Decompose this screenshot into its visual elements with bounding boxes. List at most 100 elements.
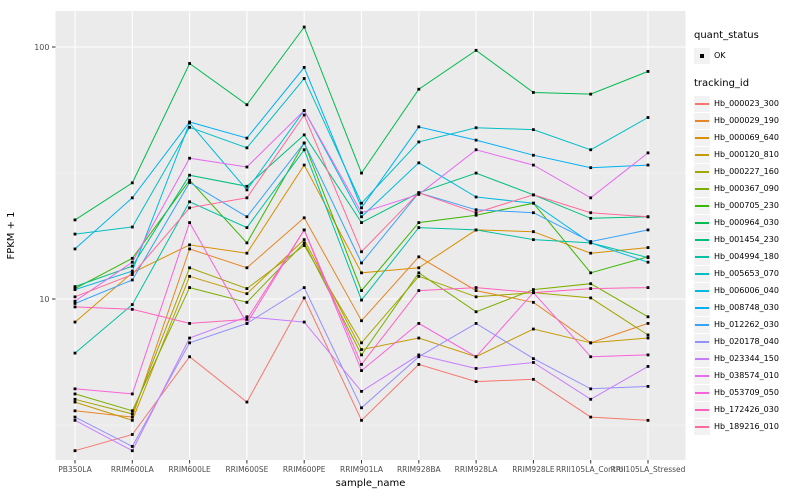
data-point <box>532 230 535 234</box>
data-point <box>188 156 191 160</box>
data-point <box>646 260 650 264</box>
data-point <box>532 327 535 331</box>
data-point <box>73 418 77 422</box>
data-point <box>589 387 593 391</box>
legend-key <box>694 214 710 231</box>
data-point <box>589 166 593 170</box>
legend-key <box>694 299 710 316</box>
legend-label: Hb_004994_180 <box>714 252 779 261</box>
data-point <box>188 221 191 224</box>
legend-label: Hb_189216_010 <box>714 422 779 431</box>
data-point <box>73 218 77 222</box>
data-point <box>73 400 77 404</box>
legend-title-tracking-id: tracking_id <box>694 78 750 89</box>
data-point <box>188 286 191 289</box>
x-tick-label: RRIM600PE <box>283 465 326 474</box>
data-point <box>73 415 77 419</box>
data-point <box>188 200 191 204</box>
legend-item-tracking-id: Hb_005653_070 <box>694 265 798 282</box>
data-point <box>302 148 306 152</box>
data-point <box>474 208 478 212</box>
data-point <box>417 289 421 292</box>
legend-item-tracking-id: Hb_001454_230 <box>694 231 798 248</box>
data-point <box>188 322 191 325</box>
data-point <box>302 286 306 289</box>
data-point <box>417 226 421 230</box>
data-point <box>589 251 593 255</box>
data-point <box>532 288 535 291</box>
data-point <box>360 201 363 205</box>
data-point <box>360 221 363 224</box>
line-swatch-icon <box>695 408 709 411</box>
data-point <box>360 369 363 372</box>
data-point <box>589 415 593 419</box>
data-point <box>646 151 650 155</box>
data-point <box>73 232 77 236</box>
legend-key <box>694 350 710 367</box>
x-tick-label: RRII105LA_Control <box>556 465 626 474</box>
data-point <box>417 266 421 270</box>
legend-label: Hb_038574_010 <box>714 371 779 380</box>
data-point <box>360 341 363 345</box>
data-point <box>302 163 306 167</box>
legend-key <box>694 248 710 265</box>
data-point <box>646 322 650 325</box>
data-point <box>188 247 191 251</box>
data-point <box>73 285 77 288</box>
data-point <box>646 256 650 259</box>
x-tick-label: RRIM901LA <box>340 465 384 474</box>
data-point <box>73 247 77 251</box>
data-point <box>532 163 535 167</box>
legend-key <box>694 401 710 418</box>
data-point <box>130 412 134 416</box>
legend-label: Hb_008748_030 <box>714 303 779 312</box>
y-tick-label: 10 <box>39 295 49 304</box>
x-tick-label: RRII105LA_Stressed <box>611 465 686 474</box>
legend-key <box>694 197 710 214</box>
data-point <box>646 315 650 319</box>
data-point <box>417 193 421 196</box>
data-point <box>188 206 191 210</box>
data-point <box>417 322 421 325</box>
data-point <box>245 400 249 404</box>
legend-label: Hb_020178_040 <box>714 337 779 346</box>
legend-label: Hb_000120_810 <box>714 150 779 159</box>
data-point <box>646 246 650 249</box>
data-point <box>532 377 535 381</box>
data-point <box>245 241 249 245</box>
legend-item-tracking-id: Hb_000029_190 <box>694 112 798 129</box>
legend-label: Hb_000964_030 <box>714 218 779 227</box>
legend-label: Hb_172426_030 <box>714 405 779 414</box>
x-tick-label: RRIM600LA <box>111 465 155 474</box>
data-point <box>245 165 249 169</box>
legend-key <box>694 316 710 333</box>
data-point <box>360 319 363 323</box>
data-point <box>532 238 535 242</box>
data-point <box>417 353 421 357</box>
data-point <box>302 216 306 220</box>
data-point <box>188 173 191 177</box>
line-swatch-icon <box>695 170 709 173</box>
data-point <box>589 282 593 286</box>
data-point <box>360 171 363 175</box>
data-point <box>360 206 363 210</box>
data-point <box>245 287 249 290</box>
data-point <box>417 221 421 224</box>
data-point <box>302 77 306 80</box>
data-point <box>188 341 191 345</box>
data-point <box>474 286 478 289</box>
data-point <box>589 240 593 243</box>
data-point <box>646 333 650 337</box>
legend-key <box>694 282 710 299</box>
data-point <box>130 181 134 185</box>
y-tick-label: 100 <box>34 43 49 52</box>
line-swatch-icon <box>695 272 709 275</box>
legend-title-quant-status: quant_status <box>694 30 759 41</box>
data-point <box>130 278 134 282</box>
data-point <box>646 336 650 340</box>
line-swatch-icon <box>695 323 709 326</box>
data-point <box>188 181 191 184</box>
legend-label: Hb_005653_070 <box>714 269 779 278</box>
legend-item-tracking-id: Hb_053709_050 <box>694 384 798 401</box>
data-point <box>532 357 535 361</box>
